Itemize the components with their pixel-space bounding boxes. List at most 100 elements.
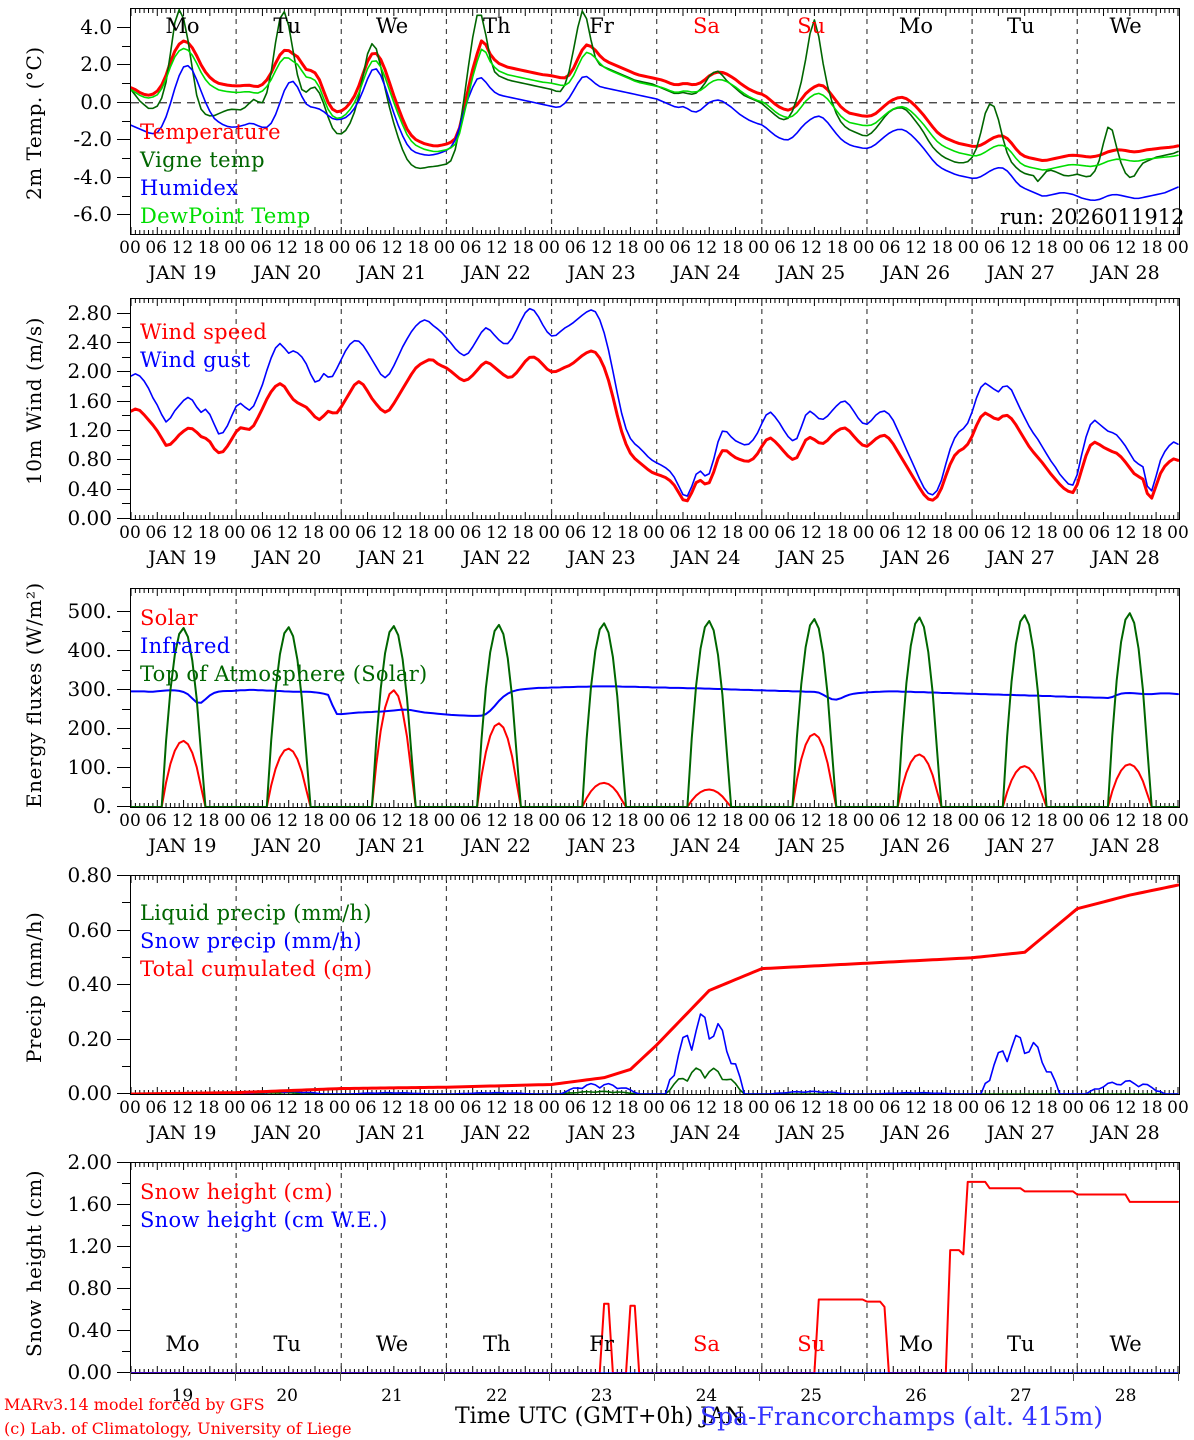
- bottom-day-number: 26: [905, 1386, 927, 1406]
- y-tick-label: 0.40: [67, 1318, 112, 1342]
- y-tick-mark-minor: [122, 1011, 130, 1013]
- hour-tick-label: 06: [1088, 238, 1111, 258]
- bottom-day-number: 20: [276, 1386, 299, 1406]
- plot-area-snow: [130, 1162, 1180, 1374]
- hour-tick-label: 00: [852, 523, 875, 543]
- hour-tick-label: 12: [485, 1098, 508, 1118]
- hour-tick-label: 00: [643, 238, 665, 258]
- y-tick-label: 1.20: [67, 418, 112, 442]
- date-label: JAN 20: [253, 262, 322, 284]
- weekday-label-mo-0: Mo: [165, 14, 200, 38]
- date-label: JAN 22: [462, 1122, 531, 1144]
- hour-tick-label: 18: [512, 1098, 534, 1118]
- hour-tick-label: 18: [1140, 238, 1163, 258]
- legend-item-wind-speed: Wind speed: [140, 320, 268, 344]
- y-tick-mark-minor: [122, 708, 130, 710]
- y-tick-label: 300.: [67, 677, 112, 702]
- hour-tick-label: 06: [459, 1098, 482, 1118]
- hour-tick-label: 00: [538, 1098, 561, 1118]
- date-label: JAN 24: [672, 835, 741, 857]
- hour-tick-label: 00: [538, 811, 561, 831]
- y-tick-label: 0.00: [67, 1360, 112, 1384]
- hour-tick-label: 18: [407, 523, 430, 543]
- date-label: JAN 19: [148, 547, 217, 569]
- station-title: Spa-Francorchamps (alt. 415m): [700, 1402, 1104, 1431]
- hour-tick-label: 12: [1009, 238, 1032, 258]
- legend-item-snow-height-cm-w-e-: Snow height (cm W.E.): [140, 1208, 388, 1232]
- y-tick-label: 2.0: [80, 52, 112, 77]
- series-top-of-atmosphere-solar-: [131, 612, 1179, 807]
- date-label: JAN 20: [253, 547, 322, 569]
- date-label: JAN 19: [148, 835, 217, 857]
- y-tick-mark-minor: [122, 195, 130, 197]
- hour-tick-label: 12: [1009, 1098, 1032, 1118]
- y-tick-mark-minor: [122, 45, 130, 47]
- y-tick-mark: [117, 689, 130, 691]
- bottom-axis-tick: [758, 1372, 760, 1381]
- hour-tick-label: 06: [564, 811, 587, 831]
- date-label: JAN 24: [672, 547, 741, 569]
- y-tick-label: 2.80: [67, 300, 112, 325]
- y-tick-label: -6.0: [73, 202, 112, 227]
- hour-tick-label: 18: [826, 1098, 849, 1118]
- hour-tick-label: 18: [616, 238, 639, 258]
- y-tick-mark-minor: [122, 415, 130, 417]
- hour-tick-label: 18: [1036, 811, 1058, 831]
- y-tick-mark: [117, 430, 130, 431]
- hour-tick-label: 12: [695, 523, 718, 543]
- hour-tick-label: 00: [433, 238, 456, 258]
- hour-tick-label: 06: [250, 1098, 272, 1118]
- bottom-axis-tick: [549, 1372, 551, 1381]
- hour-tick-label: 06: [878, 238, 901, 258]
- y-tick-label: 1.60: [67, 1192, 112, 1216]
- hour-tick-label: 12: [171, 1098, 194, 1118]
- hour-tick-label: 00: [328, 238, 351, 258]
- bottom-day-number: 27: [1009, 1386, 1032, 1406]
- hour-tick-label: 00: [643, 811, 665, 831]
- y-tick-label: 0.80: [67, 1276, 112, 1300]
- hour-tick-label: 06: [145, 523, 168, 543]
- hour-tick-label: 00: [747, 1098, 770, 1118]
- hour-tick-label: 18: [302, 238, 325, 258]
- hour-tick-label: 18: [721, 523, 744, 543]
- date-label: JAN 24: [672, 1122, 741, 1144]
- bottom-axis-tick: [1178, 1372, 1179, 1381]
- hour-tick-label: 18: [616, 523, 639, 543]
- hour-tick-label: 06: [354, 523, 377, 543]
- hour-tick-label: 00: [223, 811, 246, 831]
- hour-tick-label: 00: [328, 523, 351, 543]
- plot-area-temperature: [130, 8, 1180, 235]
- y-tick-mark-minor: [122, 1065, 130, 1067]
- bottom-day-number: 19: [171, 1386, 194, 1406]
- hour-tick-label: 12: [171, 238, 194, 258]
- hour-tick-label: 18: [512, 523, 534, 543]
- hour-tick-label: 18: [931, 1098, 954, 1118]
- date-label: JAN 22: [462, 547, 531, 569]
- hour-tick-label: 12: [590, 238, 613, 258]
- date-label: JAN 28: [1091, 547, 1160, 569]
- y-tick-mark: [117, 101, 130, 103]
- hour-tick-label: 00: [1167, 523, 1189, 543]
- hour-tick-label: 00: [957, 238, 980, 258]
- y-tick-mark: [117, 1372, 130, 1373]
- plot-area-wind: [130, 298, 1180, 520]
- weekday-label-su-6: Su: [797, 14, 826, 38]
- hour-tick-label: 06: [145, 238, 168, 258]
- y-tick-mark: [117, 1288, 130, 1289]
- y-tick-label: 1.60: [67, 388, 112, 413]
- hour-tick-label: 06: [878, 811, 901, 831]
- date-label: JAN 26: [881, 547, 951, 569]
- series-temperature: [131, 39, 1179, 163]
- date-label: JAN 21: [357, 835, 427, 857]
- snow-weekday-label-su-6: Su: [797, 1332, 826, 1356]
- legend-item-snow-precip-mm-h-: Snow precip (mm/h): [140, 929, 362, 953]
- bottom-axis-tick: [1073, 1372, 1075, 1381]
- series-wind-speed: [131, 349, 1179, 503]
- series-dewpoint-temp: [131, 47, 1179, 171]
- hour-tick-label: 12: [1114, 238, 1137, 258]
- hour-tick-label: 06: [774, 811, 796, 831]
- hour-tick-label: 00: [1062, 523, 1085, 543]
- y-tick-label: 4.0: [80, 14, 112, 39]
- y-tick-label: 0.40: [67, 972, 112, 996]
- date-label: JAN 23: [567, 1122, 636, 1144]
